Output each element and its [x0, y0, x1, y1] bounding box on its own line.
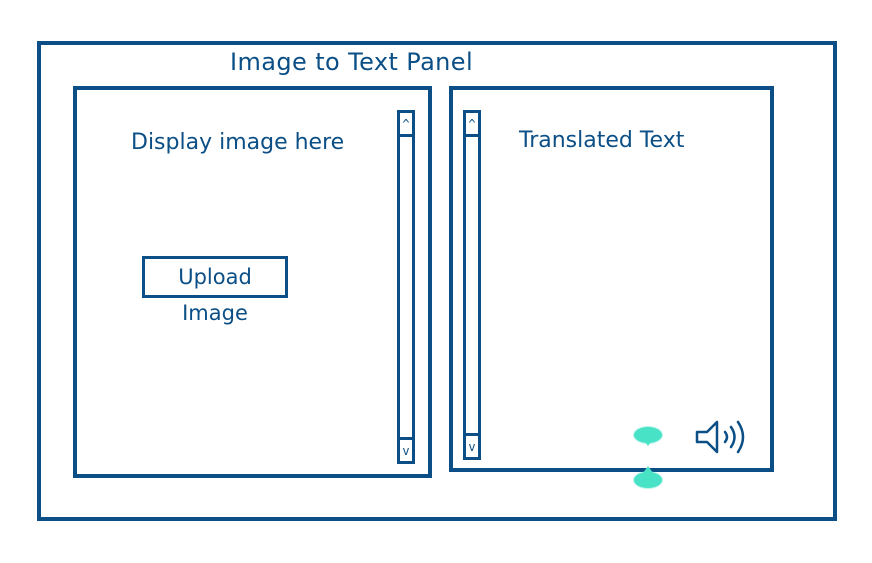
- translated-text-caption: Translated Text: [519, 128, 685, 153]
- image-panel-scrollbar[interactable]: ^ v: [397, 110, 415, 464]
- speaker-icon[interactable]: [693, 416, 757, 458]
- main-window-frame: [37, 41, 837, 521]
- image-display-panel: Display image here Upload Image ^ v: [73, 86, 432, 478]
- image-panel-scroll-down-button[interactable]: v: [400, 437, 412, 461]
- teal-marker-top: [634, 427, 662, 446]
- text-panel-scroll-up-button[interactable]: ^: [466, 113, 478, 137]
- image-panel-scroll-up-button[interactable]: ^: [400, 113, 412, 137]
- translated-text-panel: ^ v Translated Text: [449, 86, 774, 472]
- text-panel-scrollbar[interactable]: ^ v: [463, 110, 481, 460]
- image-display-caption: Display image here: [131, 130, 345, 155]
- teal-marker-bottom: [634, 466, 662, 488]
- upload-image-button[interactable]: Upload Image: [142, 256, 288, 325]
- text-panel-scroll-down-button[interactable]: v: [466, 433, 478, 457]
- panel-title: Image to Text Panel: [230, 48, 474, 76]
